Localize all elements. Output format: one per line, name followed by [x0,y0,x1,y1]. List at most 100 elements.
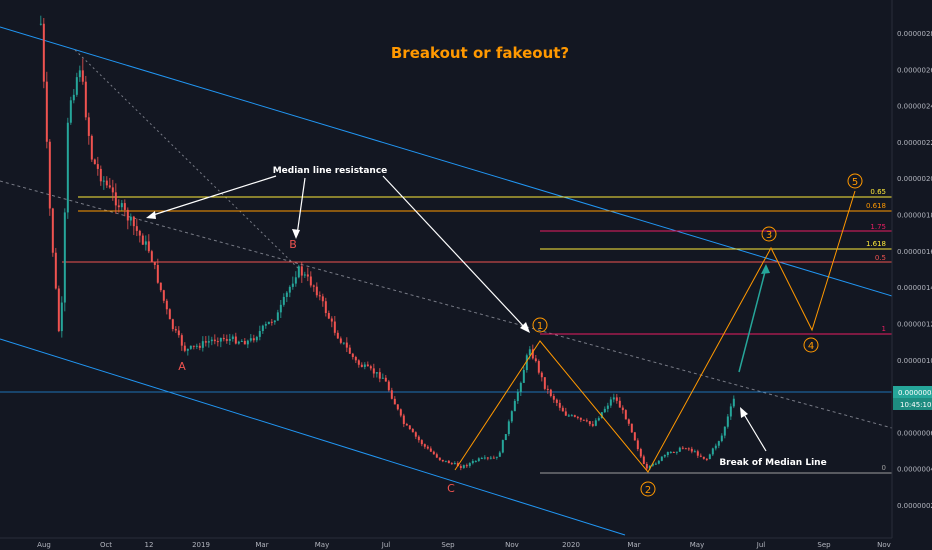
candle-body [603,408,606,413]
price-axis[interactable] [892,0,932,550]
candle-body [426,446,429,449]
candle-body [672,452,675,454]
candle-body [381,377,384,379]
candle-body [132,216,135,227]
fib-label-065: 0.65 [870,188,886,196]
candle-body [60,302,63,332]
price-tag-timer: 10:45:10 [900,401,931,409]
candle-body [483,457,486,459]
candle-body [141,235,144,245]
time-tick-label: May [315,541,329,549]
candle-body [525,355,528,371]
candle-body [234,336,237,344]
candle-body [309,276,312,286]
candle-body [534,358,537,362]
candle-body [708,454,711,460]
time-tick-label: Nov [505,541,519,549]
candle-body [102,180,105,182]
time-tick-label: 12 [145,541,154,549]
candle-body [582,419,585,421]
candle-body [633,432,636,441]
candle-body [264,324,267,326]
candle-body [507,421,510,435]
candle-body [555,399,558,403]
arrow-to-b-head [292,229,300,239]
svg-text:5: 5 [852,177,858,188]
candle-body [360,364,363,367]
candle-body [471,461,474,464]
candle-body [246,340,249,345]
candle-body [279,304,282,313]
candle-body [117,205,120,208]
candle-body [39,23,42,25]
candle-body [297,266,300,278]
candle-body [201,341,204,348]
candle-body [351,353,354,358]
candle-body [495,456,498,458]
arrow-break-head [740,407,748,418]
svg-text:4: 4 [808,341,814,352]
time-tick-label: May [690,541,704,549]
candle-body [84,81,87,118]
candle-body [153,261,156,265]
median-resistance-label: Median line resistance [273,166,388,176]
candle-body [726,416,729,427]
wave-label-1: 1 [532,317,548,333]
candle-body [69,100,72,123]
candle-body [609,399,612,406]
candle-body [75,77,78,95]
candle-body [99,168,102,182]
candle-body [180,335,183,346]
candle-body [45,81,48,142]
candle-body [624,410,627,420]
candle-body [126,209,129,221]
candle-body [564,411,567,416]
candle-body [540,372,543,378]
candle-body [390,390,393,399]
fib-label-0: 0 [882,464,886,472]
candle-body [414,432,417,437]
time-axis[interactable] [0,538,892,550]
candle-body [261,325,264,332]
candle-body [597,418,600,421]
arrow-to-left [149,175,277,217]
candle-body [729,406,732,417]
candle-body [465,465,468,467]
candle-body [411,429,414,433]
candle-body [318,295,321,297]
candle-body [705,458,708,460]
candle-body [81,70,84,82]
candle-body [372,368,375,374]
price-tick-label: 0.00000140 [897,284,932,292]
candle-body [219,337,222,342]
candle-body [444,460,447,462]
candle-body [576,416,579,418]
candle-body [324,301,327,314]
fib-label-0618: 0.618 [866,202,886,210]
wave-label-4: 4 [803,337,819,353]
candle-body [504,434,507,441]
candle-body [552,396,555,400]
candle-body [636,440,639,450]
candle-body [732,398,735,407]
candle-body [567,415,570,417]
candle-body [585,420,588,422]
arrow-to-b [296,177,306,236]
candle-body [651,463,654,466]
candle-body [339,338,342,343]
candle-body [375,372,378,374]
candle-body [663,454,666,457]
candle-body [666,452,669,455]
candle-body [183,345,186,351]
candle-body [162,290,165,301]
candle-body [669,452,672,454]
candle-body [435,454,438,458]
candle-body [456,463,459,467]
time-tick-label: Aug [37,541,51,549]
arrow-to-wave1 [382,175,528,331]
candle-body [189,345,192,349]
svg-text:2: 2 [645,485,651,496]
candle-body [354,357,357,361]
